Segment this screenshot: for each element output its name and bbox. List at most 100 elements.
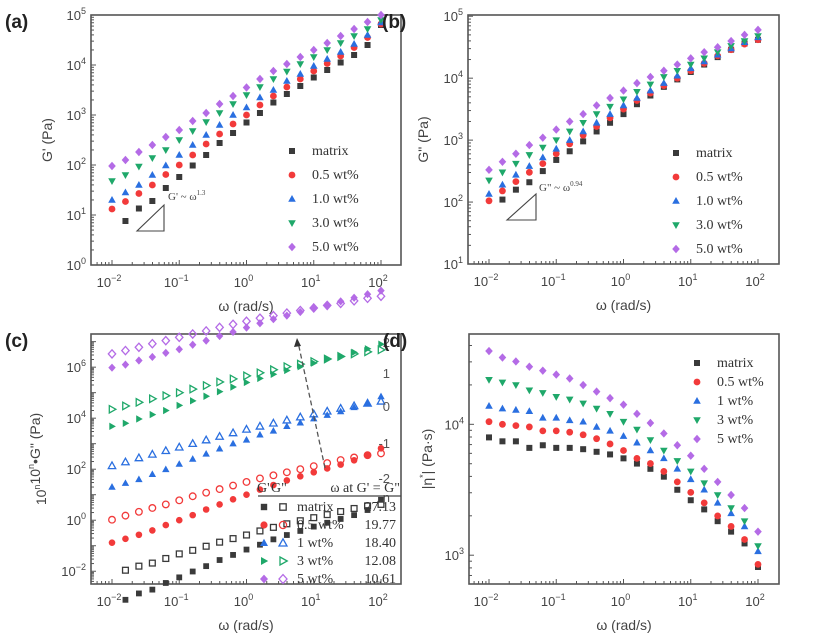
group-0-5-wt- — [108, 444, 385, 546]
legend-marker — [672, 197, 680, 204]
gdoubleprime-point — [337, 351, 346, 362]
data-point — [162, 185, 169, 191]
x-tick-label: 102 — [368, 592, 387, 609]
gprime-point — [283, 311, 291, 320]
legend-label: 1.0 wt% — [696, 194, 743, 209]
data-point — [485, 197, 493, 205]
gprime-point — [175, 516, 183, 524]
data-point — [700, 464, 708, 474]
y-tick-label: 102 — [444, 193, 463, 210]
data-point — [512, 186, 519, 193]
gprime-point — [109, 422, 116, 431]
gdoubleprime-point — [323, 511, 331, 519]
data-point — [565, 374, 574, 383]
gprime-point — [337, 516, 344, 522]
legend-label: matrix — [717, 356, 754, 371]
data-point — [593, 128, 600, 135]
gdoubleprime-point — [189, 546, 197, 554]
data-point — [512, 438, 519, 445]
legend-marker-filled — [261, 557, 269, 565]
gdoubleprime-point — [160, 445, 171, 455]
data-point — [269, 86, 278, 93]
gdoubleprime-point — [309, 302, 319, 314]
data-point — [188, 116, 197, 126]
data-point — [256, 101, 264, 109]
data-point — [539, 153, 547, 161]
gdoubleprime-point — [202, 542, 210, 550]
y-tick-label: 105 — [67, 6, 86, 23]
gdoubleprime-point — [295, 411, 306, 421]
data-point — [592, 101, 601, 110]
data-point — [202, 140, 210, 148]
gdoubleprime-point — [243, 371, 252, 381]
legend-label: 1.0 wt% — [312, 192, 359, 207]
y-axis-label: |η*| (Pa·s) — [418, 429, 435, 490]
gdoubleprime-point — [323, 459, 332, 468]
gdoubleprime-point — [336, 298, 346, 309]
gdoubleprime-point — [349, 295, 359, 306]
data-point — [215, 110, 224, 117]
gdoubleprime-point — [162, 390, 172, 401]
gprime-point — [162, 348, 170, 357]
gdoubleprime-point — [296, 517, 304, 525]
gprime-point — [229, 496, 237, 503]
legend-label: matrix — [312, 144, 349, 159]
gdoubleprime-point — [282, 468, 291, 477]
data-point — [647, 465, 654, 472]
crossover-value: 19.77 — [365, 518, 397, 533]
gprime-point — [176, 574, 183, 581]
data-point — [592, 387, 601, 396]
data-point — [539, 168, 546, 175]
data-point — [499, 438, 506, 445]
legend-label: 1 wt% — [717, 394, 754, 409]
legend-marker — [693, 378, 701, 386]
gprime-point — [364, 345, 372, 353]
shift-label: -2 — [378, 471, 390, 486]
gprime-point — [351, 512, 357, 519]
gdoubleprime-point — [377, 500, 385, 508]
gprime-point — [378, 496, 384, 503]
data-point — [525, 387, 534, 395]
shift-label: 2 — [383, 335, 390, 350]
data-point — [323, 55, 331, 62]
data-point — [336, 31, 345, 41]
y-tick-label: 101 — [67, 206, 86, 223]
legend-marker — [694, 360, 700, 366]
data-point — [149, 198, 156, 204]
data-point — [673, 60, 682, 69]
gprime-point — [162, 521, 170, 529]
data-point — [283, 91, 290, 97]
data-point — [216, 130, 224, 138]
gprime-point — [175, 345, 183, 354]
data-point — [593, 448, 600, 455]
series-3-0-wt- — [485, 33, 762, 185]
data-point — [188, 128, 197, 135]
data-point — [525, 423, 533, 431]
gprime-point — [189, 455, 197, 462]
gdoubleprime-point — [147, 338, 157, 349]
data-point — [323, 47, 331, 54]
data-point — [565, 416, 574, 424]
data-point — [499, 420, 506, 428]
gprime-point — [256, 486, 264, 493]
data-point — [350, 33, 358, 40]
y-tick-label: 104 — [445, 415, 464, 432]
gdoubleprime-point — [215, 322, 225, 333]
data-point — [324, 67, 331, 73]
gprime-point — [148, 470, 157, 478]
data-point — [242, 103, 251, 111]
gprime-point — [377, 392, 385, 400]
data-point — [525, 362, 534, 371]
y-tick-label: 102 — [67, 156, 86, 173]
series-1-0-wt- — [108, 18, 385, 203]
data-point — [539, 413, 547, 421]
panel-a: 10−2 10−1 100 101 102 100 101 102 103 104 105 ω (ra… — [5, 6, 402, 314]
y-tick-label: 106 — [67, 358, 86, 375]
data-point — [229, 111, 237, 118]
data-point — [727, 36, 735, 46]
gdoubleprime-point — [350, 504, 358, 513]
gprime-point — [229, 439, 237, 447]
gprime-point — [216, 501, 223, 508]
data-point — [485, 177, 493, 185]
slope-annotation: G" ~ ω0.94 — [539, 180, 583, 194]
